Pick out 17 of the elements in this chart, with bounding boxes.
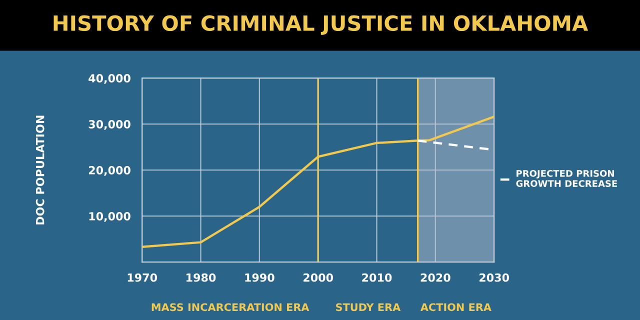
- x-tick-label: 2010: [362, 273, 392, 282]
- y-axis-title: DOC POPULATION: [36, 116, 44, 224]
- y-tick-label: 10,000: [89, 212, 130, 222]
- text: STUDY ERA: [336, 303, 401, 312]
- legend-label: PROJECTED PRISON GROWTH DECREASE: [516, 170, 617, 187]
- y-tick-label: 40,000: [88, 74, 130, 84]
- x-tick-label: 1970: [128, 273, 158, 282]
- x-tick-label: 1980: [186, 273, 216, 282]
- y-tick-label: 20,000: [88, 166, 130, 176]
- text: ACTION ERA: [420, 303, 492, 312]
- x-tick-label: 2020: [420, 273, 450, 282]
- x-tick-label: 1990: [245, 273, 274, 282]
- text: MASS INCARCERATION ERA: [152, 303, 310, 312]
- x-tick-label: 2000: [303, 273, 334, 282]
- y-tick-label: 30,000: [88, 120, 130, 130]
- chart-title: HISTORY OF CRIMINAL JUSTICE IN OKLAHOMA: [54, 15, 588, 35]
- x-tick-label: 2030: [479, 273, 510, 282]
